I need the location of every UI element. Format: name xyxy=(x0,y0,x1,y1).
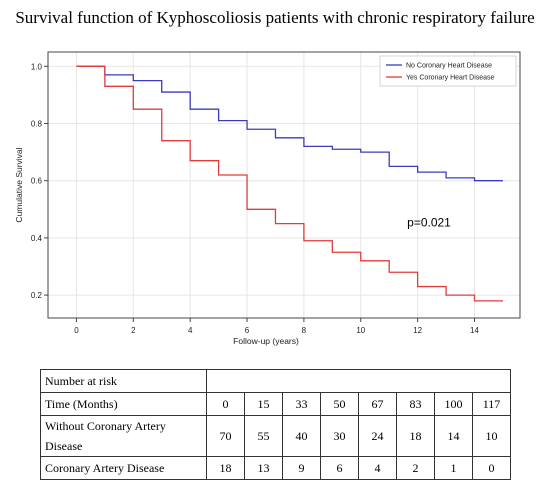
risk-row-label: Coronary Artery Disease xyxy=(40,456,207,480)
y-tick-label: 1.0 xyxy=(31,62,43,71)
risk-cell: 70 xyxy=(206,415,245,457)
risk-cell: 2 xyxy=(396,456,435,480)
y-tick-label: 0.8 xyxy=(31,120,43,129)
risk-cell: 18 xyxy=(396,415,435,457)
risk-row-without-cad: Without Coronary Artery Disease 70 55 40… xyxy=(40,415,511,457)
risk-header-blank xyxy=(206,369,511,393)
p-value-annotation: p=0.021 xyxy=(407,215,451,229)
x-tick-label: 14 xyxy=(470,326,479,335)
y-tick-label: 0.4 xyxy=(31,234,43,243)
risk-cell: 24 xyxy=(358,415,397,457)
risk-row-cad: Coronary Artery Disease 18 13 9 6 4 2 1 … xyxy=(40,456,511,480)
risk-cell: 15 xyxy=(244,392,283,416)
risk-cell: 55 xyxy=(244,415,283,457)
risk-row-label: Without Coronary Artery Disease xyxy=(40,415,207,457)
risk-cell: 100 xyxy=(434,392,473,416)
risk-table-header: Number at risk xyxy=(40,369,207,393)
risk-cell: 83 xyxy=(396,392,435,416)
y-tick-label: 0.2 xyxy=(31,291,43,300)
x-tick-label: 6 xyxy=(245,326,250,335)
risk-cell: 50 xyxy=(320,392,359,416)
y-tick-label: 0.6 xyxy=(31,177,43,186)
risk-cell: 0 xyxy=(206,392,245,416)
risk-cell: 4 xyxy=(358,456,397,480)
risk-cell: 30 xyxy=(320,415,359,457)
risk-cell: 33 xyxy=(282,392,321,416)
risk-cell: 13 xyxy=(244,456,283,480)
risk-cell: 14 xyxy=(434,415,473,457)
risk-cell: 67 xyxy=(358,392,397,416)
risk-header-row: Number at risk xyxy=(40,369,511,393)
risk-cell: 1 xyxy=(434,456,473,480)
legend-box xyxy=(379,55,517,87)
risk-cell: 10 xyxy=(472,415,511,457)
x-tick-label: 0 xyxy=(74,326,79,335)
x-tick-label: 12 xyxy=(413,326,422,335)
figure-title: Survival function of Kyphoscoliosis pati… xyxy=(15,8,535,27)
series-line-yes-chd xyxy=(76,65,503,302)
number-at-risk-table: Number at risk Time (Months) 0 15 33 50 … xyxy=(40,369,511,480)
risk-row-time: Time (Months) 0 15 33 50 67 83 100 117 xyxy=(40,392,511,416)
risk-cell: 117 xyxy=(472,392,511,416)
x-tick-label: 2 xyxy=(131,326,136,335)
risk-cell: 6 xyxy=(320,456,359,480)
series-line-no-chd xyxy=(76,65,503,182)
risk-cell: 0 xyxy=(472,456,511,480)
legend-label: No Coronary Heart Disease xyxy=(406,63,492,70)
survival-chart: 0 2 4 6 8 10 12 14 0.2 0.4 0.6 0.8 1.0 Follow-up (yea… xyxy=(14,51,521,346)
y-axis-label: Cumulative Survival xyxy=(14,147,24,222)
x-tick-label: 10 xyxy=(356,326,365,335)
risk-cell: 40 xyxy=(282,415,321,457)
risk-cell: 18 xyxy=(206,456,245,480)
x-tick-label: 4 xyxy=(188,326,193,335)
risk-row-label: Time (Months) xyxy=(40,392,207,416)
plot-frame xyxy=(47,51,521,319)
legend-label: Yes Coronary Heart Disease xyxy=(406,75,495,82)
risk-cell: 9 xyxy=(282,456,321,480)
x-tick-label: 8 xyxy=(302,326,307,335)
plot-area xyxy=(48,52,520,318)
x-axis-label: Follow-up (years) xyxy=(233,336,299,346)
